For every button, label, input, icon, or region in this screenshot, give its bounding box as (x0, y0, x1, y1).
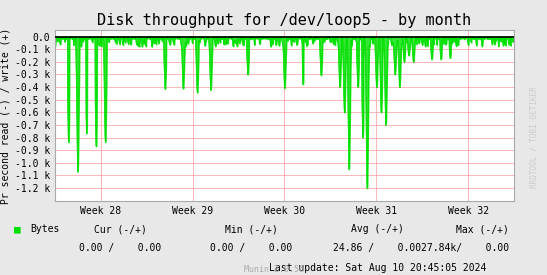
Text: Max (-/+): Max (-/+) (456, 224, 509, 234)
Title: Disk throughput for /dev/loop5 - by month: Disk throughput for /dev/loop5 - by mont… (97, 13, 472, 28)
Text: 0.00 /    0.00: 0.00 / 0.00 (211, 243, 293, 253)
Text: Bytes: Bytes (30, 224, 60, 234)
Text: Cur (-/+): Cur (-/+) (94, 224, 147, 234)
Text: Min (-/+): Min (-/+) (225, 224, 278, 234)
Text: Last update: Sat Aug 10 20:45:05 2024: Last update: Sat Aug 10 20:45:05 2024 (269, 263, 486, 273)
Text: RRDTOOL / TOBI OETIKER: RRDTOOL / TOBI OETIKER (530, 87, 539, 188)
Text: Avg (-/+): Avg (-/+) (351, 224, 404, 234)
Y-axis label: Pr second read (-) / write (+): Pr second read (-) / write (+) (1, 28, 10, 204)
Text: 27.84k/    0.00: 27.84k/ 0.00 (421, 243, 509, 253)
Text: Munin 2.0.56: Munin 2.0.56 (243, 265, 304, 274)
Text: 0.00 /    0.00: 0.00 / 0.00 (79, 243, 161, 253)
Text: ■: ■ (14, 224, 20, 234)
Text: 24.86 /    0.00: 24.86 / 0.00 (333, 243, 422, 253)
